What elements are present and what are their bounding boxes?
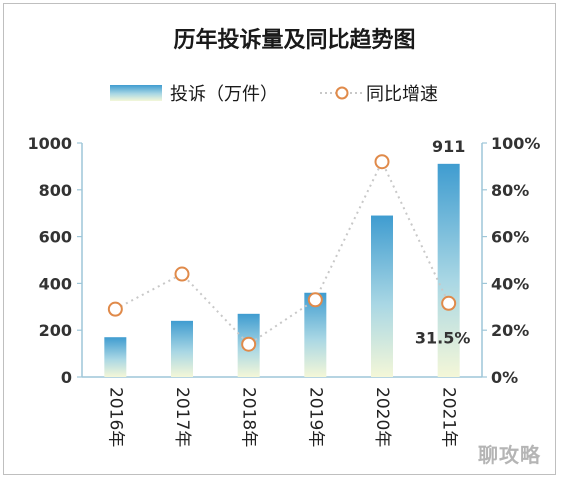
x-tick-label: 2019年	[305, 387, 325, 447]
y-left-tick-label: 200	[39, 321, 72, 340]
growth-marker	[107, 301, 123, 317]
growth-marker	[441, 295, 457, 311]
y-left-tick-label: 0	[61, 368, 72, 387]
x-tick-label: 2016年	[105, 387, 125, 447]
y-right-tick-label: 0%	[491, 368, 518, 387]
x-tick-label: 2018年	[239, 387, 259, 447]
legend-line-icon	[320, 86, 364, 100]
x-tick-label: 2020年	[372, 387, 392, 447]
legend-line-label: 同比增速	[366, 84, 438, 105]
y-left-tick-label: 400	[39, 274, 72, 293]
y-right-tick-label: 60%	[491, 228, 529, 247]
legend-bar-label: 投诉（万件）	[170, 84, 278, 105]
y-right-tick-label: 20%	[491, 321, 529, 340]
bar	[437, 163, 460, 377]
bar	[371, 215, 393, 377]
y-right-tick-label: 40%	[491, 274, 529, 293]
y-right-tick-label: 100%	[491, 134, 540, 153]
data-label: 31.5%	[415, 328, 471, 347]
y-left-tick-label: 800	[39, 181, 72, 200]
data-label: 911	[432, 137, 465, 156]
x-tick-label: 2017年	[172, 387, 192, 447]
y-right-tick-label: 80%	[491, 181, 529, 200]
chart-frame: 历年投诉量及同比趋势图 投诉（万件） 同比增速 0 200 400 600 800 100…	[3, 3, 556, 475]
bar	[304, 292, 327, 377]
combo-chart: 0 200 400 600 800 1000 0% 20% 40% 60% 80% 100% 2016年…	[27, 134, 540, 447]
bar	[171, 320, 193, 377]
growth-marker	[307, 292, 323, 308]
growth-marker	[174, 266, 190, 282]
y-left-tick-label: 1000	[27, 134, 72, 153]
x-tick-label: 2021年	[439, 387, 459, 447]
legend-bar-swatch	[110, 85, 162, 101]
bar	[104, 337, 127, 377]
chart-title: 历年投诉量及同比趋势图	[173, 28, 416, 53]
growth-marker	[374, 154, 390, 170]
growth-marker	[241, 336, 257, 352]
growth-line	[114, 159, 450, 346]
y-left-tick-label: 600	[39, 228, 72, 247]
watermark-text: 聊攻略	[478, 443, 541, 467]
